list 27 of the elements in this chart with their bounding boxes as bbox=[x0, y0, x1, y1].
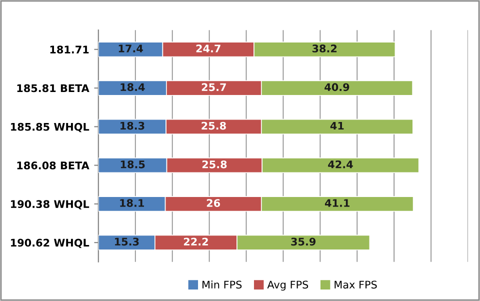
data-label: 18.1 bbox=[120, 199, 144, 207]
data-label: 18.5 bbox=[120, 160, 145, 168]
data-label: 22.2 bbox=[184, 238, 208, 246]
data-label: 18.4 bbox=[120, 83, 145, 92]
y-tick-label: 185.85 WHQL bbox=[11, 122, 90, 132]
data-label: 42.4 bbox=[328, 160, 353, 168]
data-label: 38.2 bbox=[312, 44, 337, 52]
legend-label: Min FPS bbox=[202, 280, 242, 289]
data-label: 25.7 bbox=[202, 83, 226, 92]
data-label: 15.3 bbox=[115, 238, 139, 246]
data-label: 24.7 bbox=[196, 44, 220, 52]
y-tick-label: 185.81 BETA bbox=[17, 84, 90, 92]
data-label: 35.9 bbox=[291, 238, 316, 246]
y-tick-label: 186.08 BETA bbox=[17, 162, 90, 170]
data-label: 41 bbox=[330, 122, 344, 130]
data-label: 18.3 bbox=[120, 122, 144, 130]
data-label: 17.4 bbox=[118, 44, 143, 52]
y-tick-label: 190.62 WHQL bbox=[11, 238, 90, 248]
data-label: 26 bbox=[206, 199, 220, 207]
data-label: 25.8 bbox=[202, 160, 227, 168]
legend-label: Avg FPS bbox=[267, 280, 308, 291]
legend-label: Max FPS bbox=[334, 280, 377, 289]
data-label: 40.9 bbox=[324, 83, 350, 92]
data-label: 41.1 bbox=[324, 199, 350, 207]
y-tick-label: 181.71 bbox=[50, 46, 89, 54]
data-label: 25.8 bbox=[202, 122, 226, 130]
y-tick-label: 190.38 WHQL bbox=[11, 200, 90, 210]
